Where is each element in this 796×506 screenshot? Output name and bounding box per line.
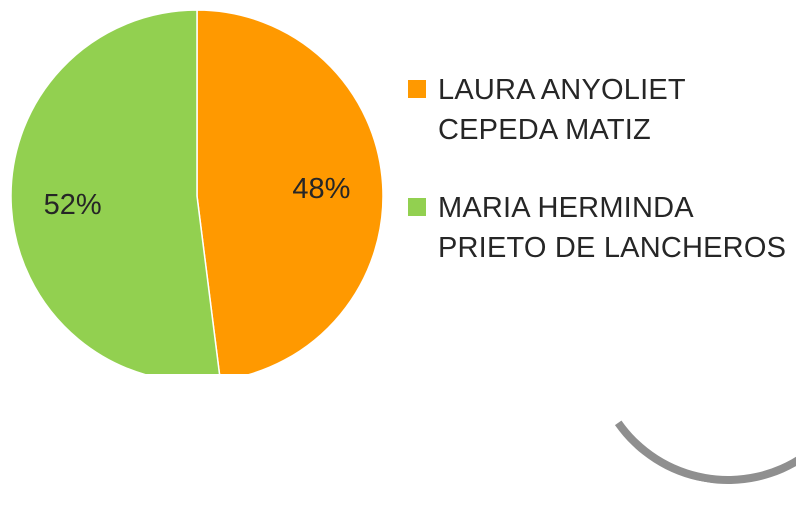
- legend-label-line: MARIA HERMINDA: [438, 192, 694, 224]
- legend-item-maria: MARIA HERMINDA PRIETO DE LANCHEROS: [408, 188, 788, 268]
- pie-slice-maria: [10, 9, 221, 374]
- data-label-maria: 52%: [44, 189, 102, 221]
- legend-label-line: LAURA ANYOLIET: [438, 74, 686, 106]
- chart-legend: LAURA ANYOLIET CEPEDA MATIZ MARIA HERMIN…: [408, 70, 788, 306]
- pie-chart-svg: 48% 52%: [10, 9, 384, 374]
- legend-swatch-laura: [408, 80, 426, 98]
- data-label-laura: 48%: [292, 173, 350, 205]
- legend-label-line: PRIETO DE LANCHEROS: [438, 232, 787, 264]
- legend-item-laura: LAURA ANYOLIET CEPEDA MATIZ: [408, 70, 788, 150]
- legend-label-line: CEPEDA MATIZ: [438, 114, 651, 146]
- pie-chart: 48% 52% LAURA ANYOLIET CEPEDA MATIZ MARIA…: [10, 9, 796, 506]
- pie-slice-laura: [196, 9, 384, 374]
- legend-swatch-maria: [408, 198, 426, 216]
